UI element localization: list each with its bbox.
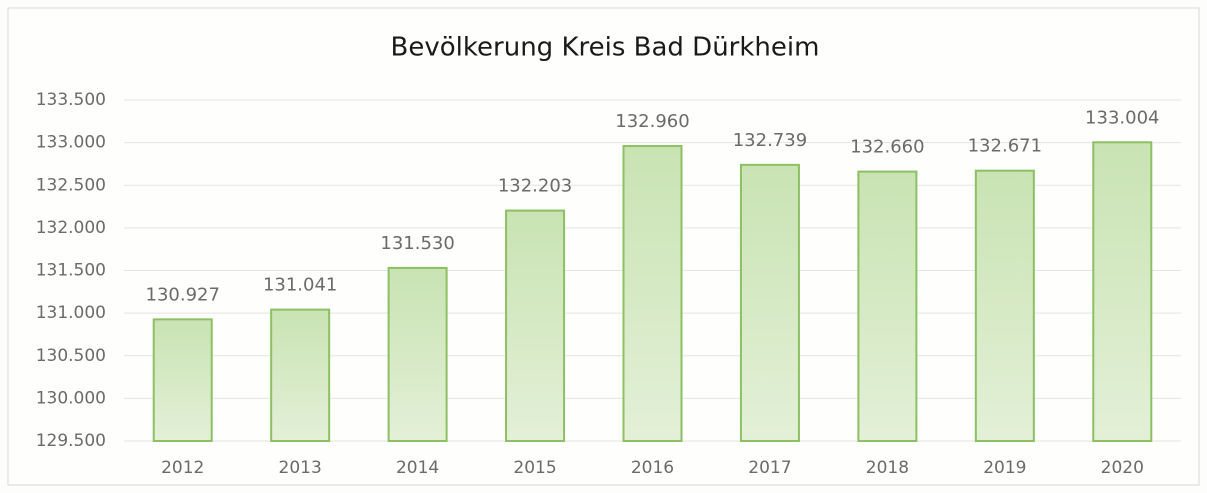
y-tick-label: 130.500	[36, 346, 106, 366]
value-label: 132.739	[733, 130, 807, 151]
y-tick-label: 133.000	[36, 133, 106, 153]
value-label: 131.530	[380, 233, 454, 254]
x-tick-label: 2019	[983, 458, 1026, 478]
bar	[270, 308, 331, 443]
y-tick-label: 129.500	[36, 431, 106, 451]
x-tick-label: 2014	[396, 458, 439, 478]
y-tick-label: 131.000	[36, 303, 106, 323]
x-tick-label: 2020	[1101, 458, 1144, 478]
bar	[387, 266, 448, 442]
x-tick-label: 2016	[631, 458, 674, 478]
bar	[857, 170, 918, 443]
bar	[974, 169, 1035, 443]
y-tick-label: 131.500	[36, 261, 106, 281]
y-tick-label: 133.500	[36, 90, 106, 110]
x-tick-label: 2013	[279, 458, 322, 478]
bar	[505, 209, 566, 442]
y-tick-label: 130.000	[36, 388, 106, 408]
value-label: 133.004	[1085, 107, 1159, 128]
value-label: 132.960	[615, 111, 689, 132]
x-tick-label: 2017	[748, 458, 791, 478]
y-tick-label: 132.500	[36, 175, 106, 195]
x-tick-label: 2018	[866, 458, 909, 478]
bar	[152, 318, 213, 442]
bar	[622, 145, 683, 442]
x-tick-label: 2015	[513, 458, 556, 478]
y-tick-label: 132.000	[36, 218, 106, 238]
value-label: 132.671	[968, 136, 1042, 157]
x-tick-label: 2012	[161, 458, 204, 478]
bar	[1092, 141, 1153, 442]
value-label: 132.203	[498, 176, 572, 197]
value-label: 131.041	[263, 275, 337, 296]
bar	[739, 163, 800, 442]
value-label: 130.927	[146, 284, 220, 305]
chart-title: Bevölkerung Kreis Bad Dürkheim	[391, 33, 820, 63]
value-label: 132.660	[850, 137, 924, 158]
